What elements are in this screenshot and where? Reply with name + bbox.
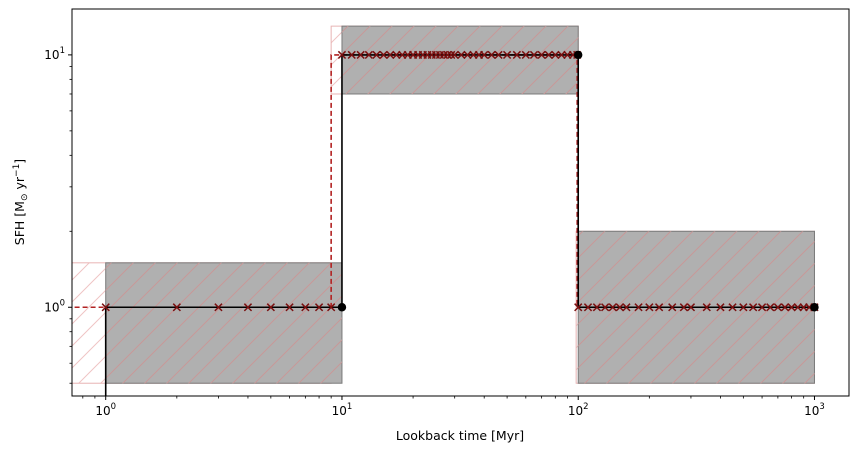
x-axis-ticks: 100 101 102 103 [82,396,825,418]
cross-marker-s2-2 [347,50,356,60]
cross-marker-s3-15 [716,303,725,312]
cross-marker-s2-35 [551,50,560,60]
series-layer [72,50,819,396]
cross-marker-s2-27 [487,50,496,60]
cross-marker-s2-23 [463,50,472,60]
cross-marker-s3-5 [608,303,617,312]
cross-marker-s2-21 [450,50,459,60]
cross-marker-s2-28 [494,50,503,60]
cross-marker-s1-5 [266,303,275,312]
cross-marker-s2-32 [529,50,539,60]
cross-marker-s3-18 [749,303,758,312]
cross-marker-s3-20 [766,303,775,312]
cross-marker-s3-16 [728,303,737,312]
cross-marker-s3-8 [634,303,643,312]
x-tick-label: 103 [804,402,825,418]
cross-marker-s3-24 [793,303,802,312]
cross-marker-s2-30 [512,50,522,60]
y-tick-label: 100 [44,298,65,314]
cross-marker-s3-4 [601,303,610,312]
cross-marker-s2-6 [379,50,388,60]
cross-marker-s3-3 [592,303,602,312]
cross-marker-s3-17 [739,303,748,312]
cross-marker-s1-1 [101,303,110,312]
cross-marker-s2-26 [480,50,489,60]
cross-marker-s2-1 [337,50,347,60]
cross-marker-s3-6 [615,303,624,312]
cross-marker-s3-19 [757,303,767,312]
cross-marker-s2-31 [521,50,530,60]
cross-marker-s3-10 [654,303,664,312]
cross-marker-s2-5 [372,50,381,60]
x-tick-label: 101 [332,402,353,418]
cross-marker-s2-4 [364,50,374,60]
cross-marker-s1-6 [285,303,294,312]
cross-marker-s1-3 [214,303,223,312]
cross-marker-s2-20 [447,50,456,60]
band-layer [105,25,815,384]
cross-marker-s3-2 [583,303,593,312]
point-marker-3 [810,303,819,312]
cross-marker-s1-9 [327,303,336,312]
y-axis-ticks: 100 101 [44,46,72,384]
cross-marker-s2-22 [457,50,466,60]
cross-marker-s3-21 [773,303,783,312]
cross-marker-s3-12 [679,303,688,312]
cross-marker-s2-8 [392,50,401,60]
cross-marker-s1-4 [243,303,253,312]
x-axis-label: Lookback time [Myr] [396,428,524,443]
cross-marker-s2-3 [356,50,365,60]
x-tick-label: 100 [95,402,116,418]
cross-marker-s3-13 [686,303,696,312]
cross-marker-s3-1 [574,303,583,312]
cross-marker-s1-8 [314,303,324,312]
cross-marker-s2-19 [443,50,452,60]
cross-marker-s1-2 [172,303,181,312]
cross-marker-s3-23 [787,303,796,312]
uncertainty-band-hatch-2 [341,26,579,94]
point-marker-1 [337,303,347,312]
point-marker-2 [574,50,583,60]
cross-marker-s3-11 [668,303,677,312]
cross-marker-s2-7 [386,50,395,60]
cross-marker-s2-18 [439,50,449,60]
cross-marker-s2-33 [537,50,546,60]
cross-marker-s3-14 [702,303,711,312]
cross-marker-s2-29 [502,50,512,60]
cross-marker-s2-36 [557,50,566,60]
y-tick-label: 101 [44,46,65,62]
x-tick-label: 102 [568,402,589,418]
cross-marker-s3-7 [622,303,631,312]
plot-frame [71,8,850,397]
cross-marker-s3-9 [645,303,654,312]
y-axis-label: SFH [M⊙ yr−1] [12,159,30,245]
cross-marker-s2-34 [544,50,553,60]
cross-marker-s3-22 [780,303,790,312]
cross-marker-s1-7 [301,303,310,312]
uncertainty-band-hatch-1 [105,262,342,384]
